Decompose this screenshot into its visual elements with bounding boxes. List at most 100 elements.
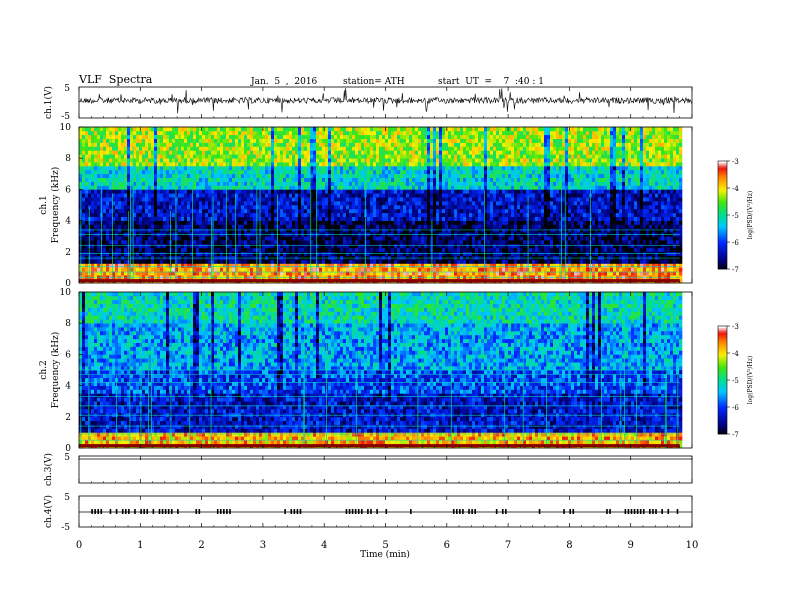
spectrogram-cell: [238, 271, 242, 276]
spectrogram-cell: [88, 205, 92, 210]
spectrogram-cell: [349, 154, 353, 159]
spectrogram-cell: [340, 181, 344, 186]
spectrogram-cell: [151, 169, 155, 175]
spectrogram-cell: [409, 169, 413, 175]
spectrogram-cell: [430, 208, 434, 214]
spectrogram-cell: [277, 201, 281, 206]
spectrogram-cell: [406, 134, 410, 139]
spectrogram-cell: [265, 259, 269, 264]
spectrogram-cell: [394, 263, 398, 268]
spectrogram-cell: [361, 216, 365, 221]
spectrogram-cell: [124, 169, 128, 175]
spectrogram-cell: [352, 146, 356, 151]
spectrogram-cell: [403, 189, 407, 194]
spectrogram-cell: [130, 208, 134, 214]
spectrogram-cell: [241, 158, 245, 163]
spectrogram-cell: [109, 146, 113, 151]
spectrogram-cell: [304, 205, 308, 210]
spectrogram-cell: [163, 224, 167, 229]
spectrogram-cell: [145, 185, 149, 190]
spectrogram-cell: [205, 185, 209, 190]
spectrogram-cell: [121, 259, 125, 264]
spectrogram-cell: [409, 197, 413, 202]
spectrogram-cell: [235, 158, 239, 163]
spectrogram-cell: [277, 251, 281, 256]
spectrogram-cell: [355, 134, 359, 139]
spectrogram-cell: [439, 220, 443, 225]
spectrogram-cell: [256, 197, 260, 202]
spectrogram-cell: [160, 263, 164, 268]
spectrogram-cell: [217, 169, 221, 175]
spectrogram-cell: [379, 185, 383, 190]
spectrogram-cell: [115, 146, 119, 151]
spectrogram-cell: [412, 154, 416, 159]
spectrogram-cell: [409, 166, 413, 171]
spectrogram-cell: [364, 138, 368, 143]
spectrogram-cell: [223, 189, 227, 194]
spectrogram-cell: [133, 259, 137, 264]
spectrogram-cell: [208, 130, 212, 136]
spectrogram-cell: [157, 197, 161, 202]
spectrogram-cell: [97, 193, 101, 198]
spectrogram-cell: [259, 216, 263, 221]
spectrogram-cell: [361, 228, 365, 233]
spectrogram-cell: [274, 259, 278, 264]
spectrogram-cell: [193, 201, 197, 206]
spectrogram-cell: [301, 130, 305, 136]
spectrogram-cell: [250, 251, 254, 256]
spectrogram-cell: [190, 259, 194, 264]
spectrogram-cell: [232, 263, 236, 268]
spectrogram-cell: [424, 189, 428, 194]
spectrogram-cell: [337, 205, 341, 210]
spectrogram-cell: [280, 154, 284, 159]
spectrogram-cell: [316, 259, 320, 264]
spectrogram-cell: [325, 267, 329, 272]
spectrogram-cell: [376, 127, 380, 132]
spectrogram-cell: [148, 127, 152, 132]
spectrogram-cell: [283, 181, 287, 186]
spectrogram-cell: [283, 263, 287, 268]
spectrogram-cell: [376, 158, 380, 163]
spectrogram-cell: [325, 146, 329, 151]
spectrogram-cell: [205, 263, 209, 268]
spectrogram-cell: [232, 127, 236, 132]
spectrogram-cell: [328, 201, 332, 206]
spectrogram-cell: [442, 193, 446, 198]
spectrogram-cell: [214, 244, 218, 249]
spectrogram-cell: [373, 154, 377, 159]
spectrogram-cell: [253, 208, 257, 214]
spectrogram-cell: [190, 154, 194, 159]
spectrogram-cell: [412, 240, 416, 245]
spectrogram-cell: [160, 216, 164, 221]
spectrogram-cell: [181, 158, 185, 163]
spectrogram-cell: [109, 220, 113, 225]
spectrogram-cell: [301, 177, 305, 182]
spectrogram-cell: [418, 146, 422, 151]
spectrogram-cell: [85, 247, 89, 253]
spectrogram-cell: [199, 208, 203, 214]
spectrogram-cell: [115, 240, 119, 245]
spectrogram-cell: [283, 216, 287, 221]
spectrogram-cell: [151, 142, 155, 147]
spectrogram-cell: [316, 224, 320, 229]
spectrogram-cell: [184, 259, 188, 264]
spectrogram-cell: [316, 169, 320, 175]
spectrogram-cell: [121, 185, 125, 190]
spectrogram-cell: [241, 193, 245, 198]
spectrogram-cell: [250, 177, 254, 182]
spectrogram-cell: [148, 162, 152, 167]
spectrogram-cell: [103, 181, 107, 186]
spectrogram-cell: [361, 240, 365, 245]
spectrogram-cell: [193, 130, 197, 136]
spectrogram-cell: [199, 173, 203, 178]
spectrogram-cell: [235, 162, 239, 167]
spectrogram-cell: [397, 166, 401, 171]
spectrogram-cell: [337, 220, 341, 225]
spectrogram-cell: [292, 244, 296, 249]
spectrogram-cell: [385, 251, 389, 256]
spectrogram-cell: [352, 247, 356, 253]
spectrogram-cell: [202, 193, 206, 198]
spectrogram-cell: [226, 224, 230, 229]
spectrogram-cell: [382, 220, 386, 225]
spectrogram-cell: [187, 169, 191, 175]
